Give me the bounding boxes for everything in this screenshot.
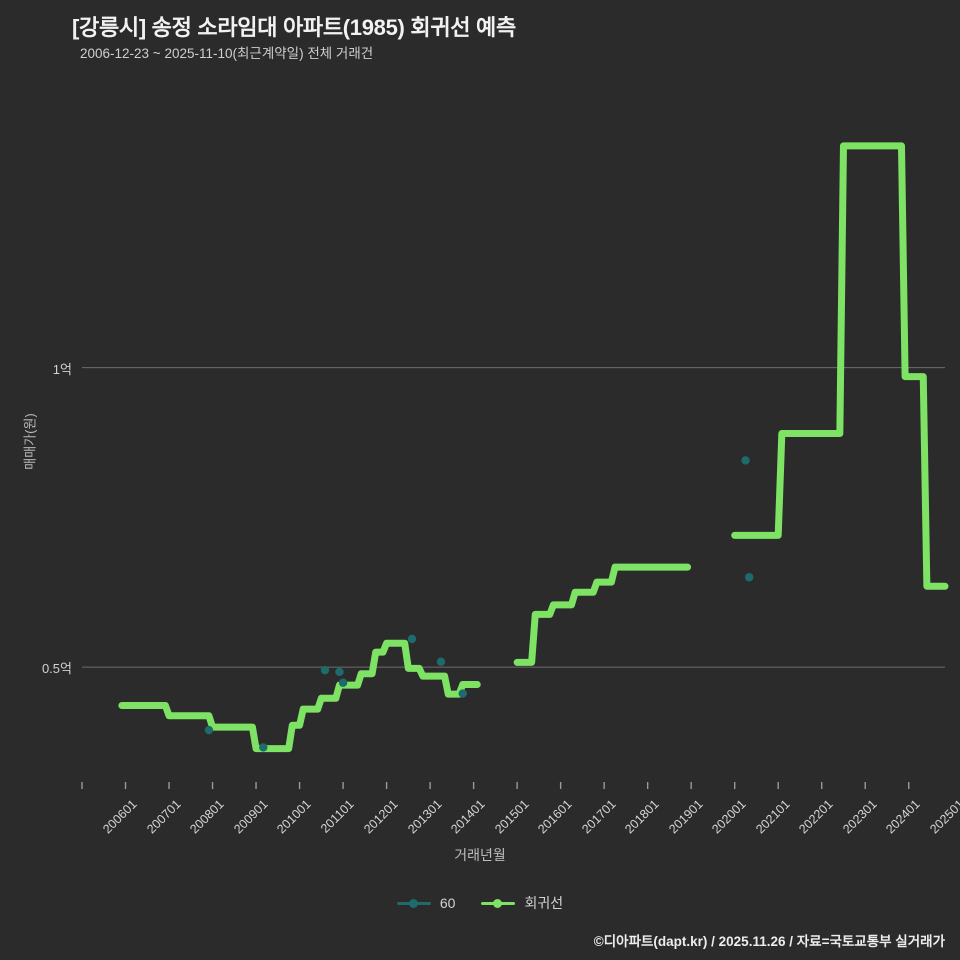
scatter-point[interactable] xyxy=(335,667,344,677)
scatter-point[interactable] xyxy=(741,456,750,465)
regression-line xyxy=(118,142,949,753)
legend-marker-icon-60 xyxy=(396,896,431,910)
legend-label-60: 60 xyxy=(439,895,456,911)
legend-item-60[interactable]: 60 xyxy=(396,895,456,911)
chart-subtitle: 2006-12-23 ~ 2025-11-10(최근계약일) 전체 거래건 xyxy=(80,46,374,61)
scatter-point[interactable] xyxy=(436,657,446,666)
scatter-point[interactable] xyxy=(338,678,348,687)
scatter-point[interactable] xyxy=(407,634,417,644)
regression-line-segment xyxy=(731,142,949,590)
legend-label-regression: 회귀선 xyxy=(524,895,564,911)
page-title: [강릉시] 송정 소라임대 아파트(1985) 회귀선 예측 xyxy=(72,15,516,40)
x-axis-title: 거래년월 xyxy=(454,847,506,863)
y-axis-tick-label: 0.5억 xyxy=(41,661,72,677)
scatter-point[interactable] xyxy=(458,689,467,698)
scatter-points xyxy=(204,456,754,752)
chart-legend: 60 회귀선 xyxy=(0,893,960,913)
regression-line-segment xyxy=(118,639,481,753)
y-axis-tick-label: 1억 xyxy=(52,361,72,377)
scatter-point[interactable] xyxy=(204,725,214,735)
scatter-point[interactable] xyxy=(744,573,754,582)
footer-credit: ©디아파트(dapt.kr) / 2025.11.26 / 자료=국토교통부 실… xyxy=(593,934,945,949)
gridlines xyxy=(82,367,945,668)
legend-marker-icon-regression xyxy=(481,896,516,910)
regression-line-segment xyxy=(513,563,692,666)
x-axis-ticks xyxy=(81,782,910,789)
scatter-point[interactable] xyxy=(259,743,268,752)
legend-item-regression[interactable]: 회귀선 xyxy=(481,893,563,913)
y-axis-title: 매매가(원) xyxy=(22,413,38,470)
scatter-point[interactable] xyxy=(320,665,330,675)
